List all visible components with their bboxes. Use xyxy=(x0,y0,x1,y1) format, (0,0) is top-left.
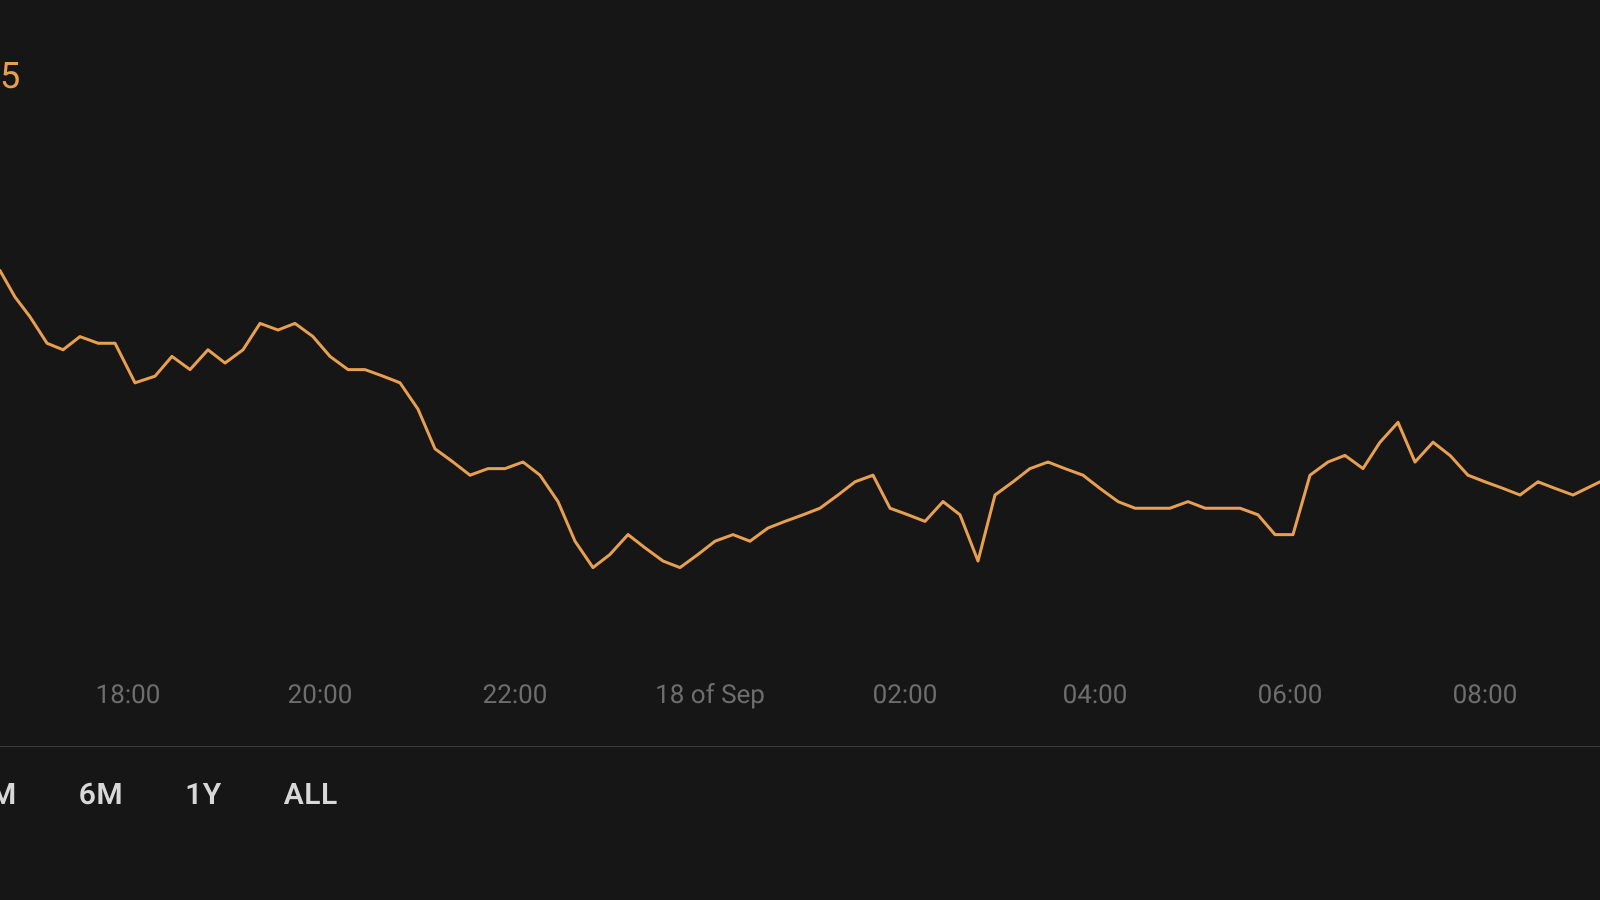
x-tick-label: 04:00 xyxy=(1063,680,1128,710)
x-tick-label: 02:00 xyxy=(873,680,938,710)
x-tick-label: 20:00 xyxy=(288,680,353,710)
chart-divider xyxy=(0,746,1600,747)
x-tick-label: 18 of Sep xyxy=(655,680,765,710)
range-1y-button[interactable]: 1Y xyxy=(185,777,222,812)
x-tick-label: 22:00 xyxy=(483,680,548,710)
range-all-button[interactable]: ALL xyxy=(284,777,338,812)
price-chart xyxy=(0,0,1600,740)
x-tick-label: 18:00 xyxy=(96,680,161,710)
range-6m-button[interactable]: 6M xyxy=(79,777,123,812)
x-tick-label: 08:00 xyxy=(1453,680,1518,710)
chart-svg xyxy=(0,0,1600,740)
time-range-selector: M 6M 1Y ALL xyxy=(0,764,1600,824)
x-tick-label: 06:00 xyxy=(1258,680,1323,710)
price-line xyxy=(0,271,1600,568)
x-axis: 18:00 20:00 22:00 18 of Sep 02:00 04:00 06:00 0… xyxy=(0,680,1600,720)
range-m-partial-button[interactable]: M xyxy=(0,777,17,812)
